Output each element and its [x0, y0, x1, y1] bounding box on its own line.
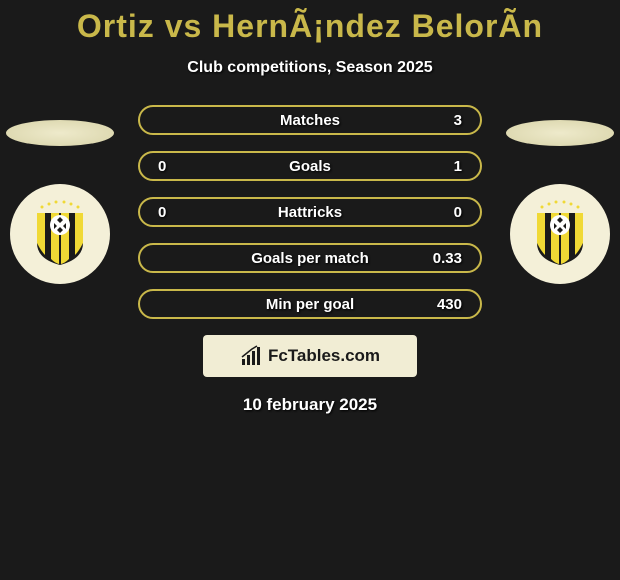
stat-row: 0 Hattricks 0 — [138, 197, 482, 227]
stat-value-right: 1 — [454, 158, 462, 175]
stat-value-left: 0 — [158, 158, 166, 175]
stat-row: Goals per match 0.33 — [138, 243, 482, 273]
avatar-placeholder-left — [6, 120, 114, 146]
stat-label: Hattricks — [278, 204, 342, 221]
subtitle: Club competitions, Season 2025 — [0, 59, 620, 77]
player-right-column — [500, 120, 620, 284]
stat-value-right: 0 — [454, 204, 462, 221]
stat-label: Min per goal — [266, 296, 354, 313]
brand-text: FcTables.com — [268, 346, 380, 366]
stat-value-right: 0.33 — [433, 250, 462, 267]
stat-label: Goals — [289, 158, 331, 175]
stat-label: Goals per match — [251, 250, 369, 267]
date-text: 10 february 2025 — [0, 395, 620, 415]
stats-container: Matches 3 0 Goals 1 0 Hattricks 0 Goals per matc… — [138, 105, 482, 319]
chart-icon — [240, 345, 262, 367]
page-title: Ortiz vs HernÃ¡ndez BelorÃ­n — [0, 0, 620, 45]
stat-value-right: 430 — [437, 296, 462, 313]
stat-row: Min per goal 430 — [138, 289, 482, 319]
avatar-placeholder-right — [506, 120, 614, 146]
club-logo-left — [10, 184, 110, 284]
shield-icon — [525, 199, 595, 269]
club-logo-right — [510, 184, 610, 284]
stat-value-left: 0 — [158, 204, 166, 221]
brand-box: FcTables.com — [203, 335, 417, 377]
stat-row: 0 Goals 1 — [138, 151, 482, 181]
stat-value-right: 3 — [454, 112, 462, 129]
player-left-column — [0, 120, 120, 284]
shield-icon — [25, 199, 95, 269]
stat-row: Matches 3 — [138, 105, 482, 135]
stat-label: Matches — [280, 112, 340, 129]
